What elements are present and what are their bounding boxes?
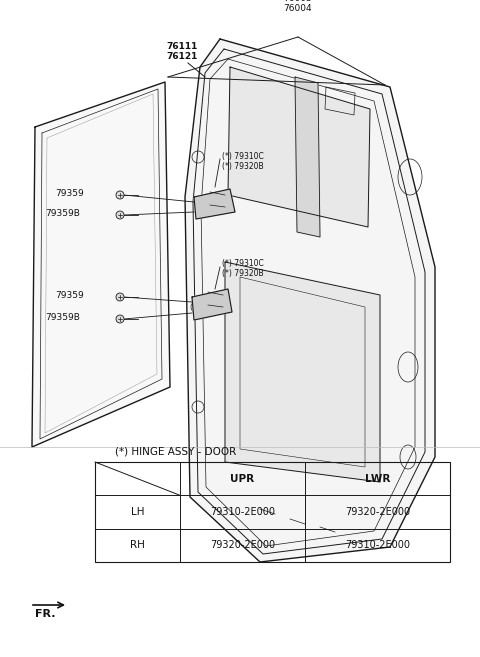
Text: FR.: FR.: [35, 609, 56, 619]
Polygon shape: [192, 289, 232, 320]
Circle shape: [116, 191, 124, 199]
Text: UPR: UPR: [230, 474, 254, 484]
Text: 79310-2E000: 79310-2E000: [210, 507, 275, 517]
Text: (*) 79310C
(*) 79320B: (*) 79310C (*) 79320B: [222, 152, 264, 171]
Text: LH: LH: [131, 507, 144, 517]
Text: LWR: LWR: [365, 474, 390, 484]
Text: 76111
76121: 76111 76121: [166, 41, 198, 61]
Text: 79320-2E000: 79320-2E000: [210, 540, 275, 551]
Polygon shape: [295, 77, 320, 237]
Polygon shape: [194, 189, 235, 219]
Text: 79310-2E000: 79310-2E000: [345, 540, 410, 551]
Polygon shape: [185, 39, 435, 562]
Text: RH: RH: [130, 540, 145, 551]
Text: 79320-2E000: 79320-2E000: [345, 507, 410, 517]
Polygon shape: [225, 262, 380, 482]
Text: 79359B: 79359B: [45, 208, 80, 217]
Polygon shape: [193, 49, 425, 554]
Circle shape: [116, 315, 124, 323]
Circle shape: [116, 293, 124, 301]
Text: 79359: 79359: [55, 290, 84, 300]
Polygon shape: [32, 82, 170, 447]
Text: (*) 79310C
(*) 79320B: (*) 79310C (*) 79320B: [222, 259, 264, 279]
Circle shape: [116, 211, 124, 219]
Text: 79359: 79359: [55, 189, 84, 198]
Text: (*) HINGE ASSY - DOOR: (*) HINGE ASSY - DOOR: [115, 447, 236, 457]
Bar: [95, 462, 450, 562]
Polygon shape: [228, 67, 370, 227]
Text: 79359B: 79359B: [45, 313, 80, 321]
Text: 76003
76004: 76003 76004: [284, 0, 312, 13]
